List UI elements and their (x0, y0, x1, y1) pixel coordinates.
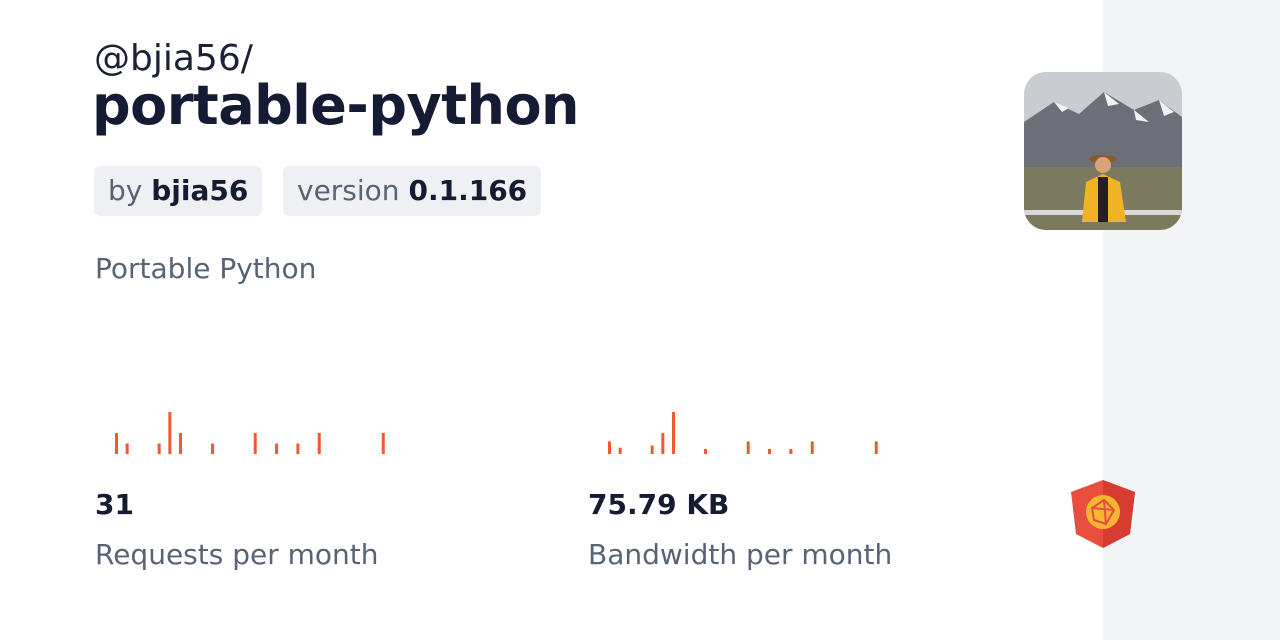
spark-bar (253, 433, 257, 454)
spark-bar (317, 433, 321, 454)
spark-bar (168, 412, 172, 454)
spark-bar (125, 443, 129, 454)
description: Portable Python (95, 252, 317, 285)
spark-bar (381, 433, 385, 454)
package-scope: @bjia56/ (94, 38, 253, 79)
spark-bar (650, 445, 654, 454)
spark-bar (768, 448, 772, 454)
spark-bar (618, 447, 622, 454)
version: 0.1.166 (408, 174, 528, 207)
stat-label: Requests per month (95, 538, 379, 571)
version-badge: version 0.1.166 (283, 166, 542, 216)
stat-value: 75.79 KB (588, 488, 730, 521)
spark-bar (157, 443, 161, 454)
spark-bar (789, 448, 793, 454)
spark-bar (704, 448, 708, 454)
author-badge: by bjia56 (94, 166, 263, 216)
spark-bar (672, 412, 676, 454)
stat-value: 31 (95, 488, 134, 521)
spark-bar (275, 443, 279, 454)
logo (1071, 480, 1135, 548)
spark-bar (211, 443, 215, 454)
package-name: portable-python (92, 74, 580, 137)
author: bjia56 (151, 174, 249, 207)
version-label: version (297, 174, 400, 207)
spark-bar (746, 441, 750, 454)
spark-bar (179, 433, 183, 454)
spark-bar (608, 441, 611, 454)
spark-bar (874, 441, 878, 454)
avatar (1024, 72, 1182, 230)
by-label: by (108, 174, 143, 207)
sparklines (115, 412, 878, 454)
spark-bar (661, 433, 665, 454)
spark-bar (115, 433, 118, 454)
spark-bar (810, 441, 814, 454)
spark-bar (296, 443, 300, 454)
stat-label: Bandwidth per month (588, 538, 893, 571)
